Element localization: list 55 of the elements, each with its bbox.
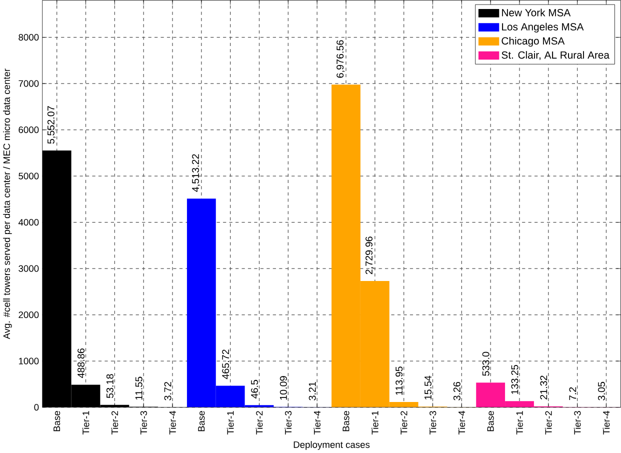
y-tick-label: 8000 [18,34,39,41]
x-tick-label: Tier-2 [400,411,408,434]
x-tick-label: Base [487,411,494,432]
y-tick-label: 7000 [18,80,39,87]
y-axis-title: Avg. #cell towers served per data center / MEC micro data center [3,68,12,340]
x-tick-label: Tier-1 [371,411,378,434]
y-tick-label: 5000 [18,172,39,180]
data-label: 3.21 [308,382,316,400]
legend-label: New York MSA [502,8,571,16]
x-tick-label: Tier-1 [516,411,523,434]
data-label: 46.5 [251,380,258,399]
x-tick-label: Tier-3 [429,411,436,434]
data-label: 4,513.22 [192,154,200,192]
y-tick-label: 0 [34,404,39,411]
y-tick-label: 4000 [18,219,39,226]
data-label: 113.95 [396,366,403,395]
data-label: 5,552.07 [47,106,56,144]
data-label: 133.25 [511,364,518,394]
x-tick-label: Tier-2 [256,411,263,434]
y-tick-label: 2000 [18,312,39,318]
x-tick-label: Base [54,411,60,432]
legend-label: Chicago MSA [502,36,565,47]
x-tick-label: Tier-4 [602,410,610,434]
x-tick-label: Tier-2 [544,411,552,434]
data-label: 15.54 [424,376,432,400]
data-label: 21.32 [540,376,548,400]
y-tick-label: 3000 [18,265,39,272]
data-label: 11.55 [135,376,142,400]
data-label: 465.72 [222,350,230,380]
legend-label: St. Clair, AL Rural Area [502,51,610,60]
data-label: 488.86 [78,348,85,378]
data-label: 7.2 [569,387,576,400]
x-tick-label: Tier-4 [314,410,321,434]
data-label: 2,729.96 [366,236,374,274]
data-label: 53.18 [106,374,114,398]
x-tick-label: Base [342,411,350,432]
legend-label: Los Angeles MSA [502,22,584,33]
x-tick-label: Tier-4 [458,410,466,434]
x-tick-label: Tier-3 [284,411,292,434]
x-tick-label: Tier-1 [82,411,90,434]
data-label: 10.09 [280,376,287,400]
y-tick-label: 6000 [18,126,39,134]
data-label: 6,976.56 [336,40,345,78]
y-tick-label: 1000 [18,358,39,364]
data-label: 3.26 [453,382,460,400]
x-tick-label: Tier-3 [140,411,148,434]
data-label: 533.0 [482,352,490,376]
x-tick-label: Tier-2 [111,411,118,434]
x-tick-label: Tier-3 [574,411,581,434]
x-tick-label: Base [198,411,205,432]
x-tick-label: Tier-4 [169,410,176,434]
x-tick-label: Tier-1 [226,411,234,434]
data-label: 3.05 [598,382,605,400]
x-axis-title: Deployment cases [294,441,370,450]
data-label: 3.72 [164,382,172,400]
